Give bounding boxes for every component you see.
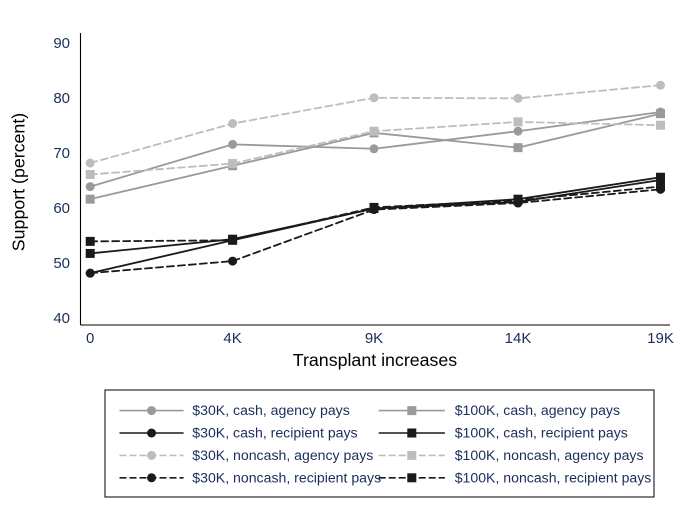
svg-text:$100K, noncash, agency pays: $100K, noncash, agency pays	[455, 447, 644, 463]
svg-text:80: 80	[53, 90, 70, 107]
svg-text:70: 70	[53, 145, 70, 162]
svg-text:4K: 4K	[223, 330, 241, 347]
svg-text:$100K, cash, recipient pays: $100K, cash, recipient pays	[455, 425, 628, 441]
svg-text:0: 0	[86, 330, 94, 347]
svg-text:40: 40	[53, 310, 70, 327]
svg-text:$30K, noncash, agency pays: $30K, noncash, agency pays	[192, 447, 373, 463]
svg-text:$30K, cash, agency pays: $30K, cash, agency pays	[192, 402, 349, 418]
svg-text:14K: 14K	[505, 330, 532, 347]
svg-text:90: 90	[53, 35, 70, 52]
svg-text:19K: 19K	[647, 330, 674, 347]
svg-text:Support (percent): Support (percent)	[9, 113, 29, 251]
svg-text:$100K, cash, agency pays: $100K, cash, agency pays	[455, 402, 620, 418]
svg-text:9K: 9K	[365, 330, 383, 347]
svg-text:$100K, noncash, recipient pays: $100K, noncash, recipient pays	[455, 469, 652, 485]
svg-text:Transplant increases: Transplant increases	[293, 350, 457, 370]
svg-text:50: 50	[53, 255, 70, 272]
svg-text:60: 60	[53, 200, 70, 217]
svg-text:$30K, cash, recipient pays: $30K, cash, recipient pays	[192, 425, 357, 441]
svg-text:$30K, noncash, recipient pays: $30K, noncash, recipient pays	[192, 469, 381, 485]
